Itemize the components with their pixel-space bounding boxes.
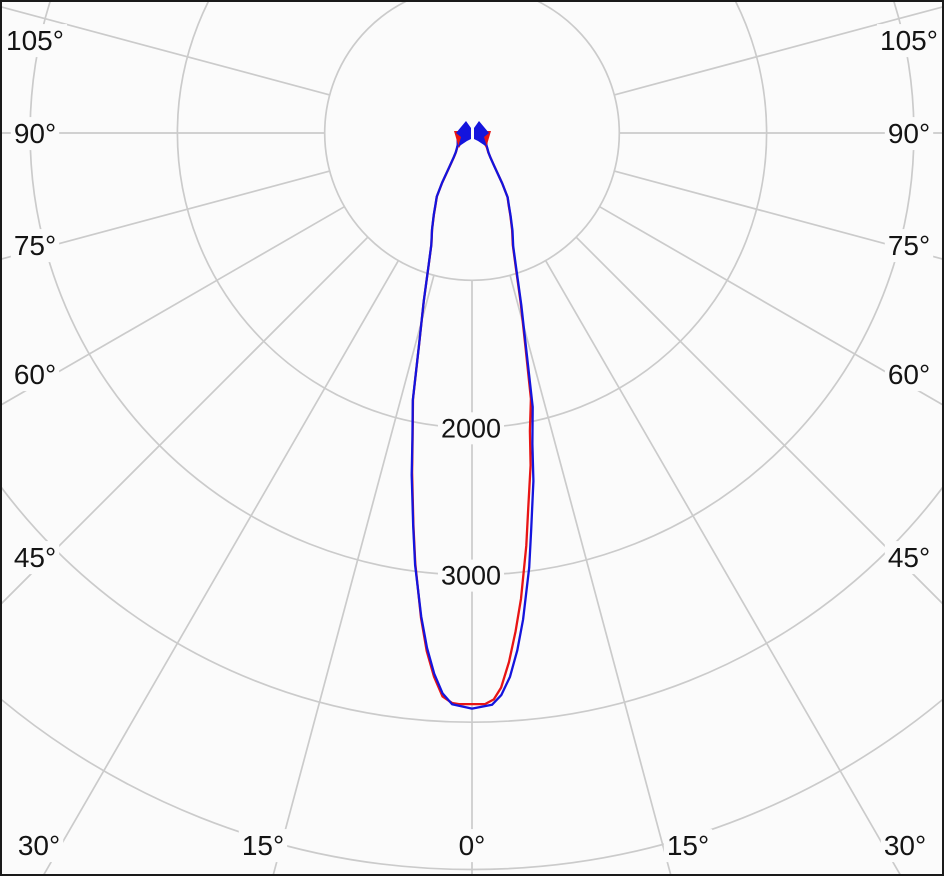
angle-spoke-60 xyxy=(598,205,942,406)
angle-label-bottom-0-halo xyxy=(14,828,63,862)
angle-label-right-90-halo xyxy=(884,116,933,150)
angle-label-right-45: 45° xyxy=(887,542,929,573)
radial-label-3000-halo xyxy=(437,559,504,592)
angle-label-right-75: 75° xyxy=(887,230,929,261)
arrow-marker-right-blue xyxy=(473,120,489,147)
angle-label-left-105-halo xyxy=(2,23,67,57)
angle-label-right-60: 60° xyxy=(887,359,929,390)
angle-label-bottom-4: 30° xyxy=(883,830,925,861)
angle-label-left-75-group: 75° xyxy=(10,228,59,262)
radial-label-2000-halo xyxy=(437,411,504,444)
angle-label-left-90: 90° xyxy=(13,118,55,149)
angle-label-right-90: 90° xyxy=(887,118,929,149)
angle-label-bottom-3-group: 15° xyxy=(663,828,712,862)
angle-spoke--60 xyxy=(2,205,345,405)
angle-label-left-90-halo xyxy=(10,116,59,150)
angle-label-left-45-group: 45° xyxy=(10,540,59,574)
angle-label-bottom-1: 15° xyxy=(241,830,283,861)
angle-spoke-105 xyxy=(613,5,942,96)
radial-label-3000-group: 3000 xyxy=(437,559,504,592)
angle-label-left-45-halo xyxy=(10,540,59,574)
angle-label-right-45-group: 45° xyxy=(884,540,933,574)
angle-label-right-75-halo xyxy=(884,228,933,262)
angle-label-left-60-halo xyxy=(10,357,59,391)
angle-spoke--75 xyxy=(2,169,330,260)
beam-end-markers xyxy=(453,120,491,148)
angle-label-right-45-halo xyxy=(884,540,933,574)
angle-label-right-90-group: 90° xyxy=(884,116,933,150)
angle-label-left-75-halo xyxy=(10,228,59,262)
angle-label-bottom-1-halo xyxy=(238,828,287,862)
angle-label-bottom-0: 30° xyxy=(17,830,59,861)
angle-spoke--30 xyxy=(42,259,399,874)
radial-label-3000: 3000 xyxy=(440,560,500,590)
angle-spoke-45 xyxy=(575,236,942,605)
angle-label-bottom-1-group: 15° xyxy=(238,828,287,862)
angle-label-bottom-2-group: 0° xyxy=(455,828,488,862)
angle-label-left-105: 105° xyxy=(6,25,64,56)
angle-label-right-75-group: 75° xyxy=(884,228,933,262)
arrow-marker-left-blue xyxy=(455,120,471,147)
angle-label-left-105-group: 105° xyxy=(2,23,67,57)
radial-label-2000-group: 2000 xyxy=(437,411,504,444)
angle-label-bottom-4-halo xyxy=(880,828,929,862)
angle-label-bottom-3-halo xyxy=(663,828,712,862)
angle-spoke--105 xyxy=(2,5,330,96)
angle-label-right-60-group: 60° xyxy=(884,357,933,391)
angle-label-bottom-3: 15° xyxy=(666,830,708,861)
angle-spoke--45 xyxy=(2,236,368,604)
angle-label-bottom-4-group: 30° xyxy=(880,828,929,862)
angle-label-bottom-2-halo xyxy=(455,828,488,862)
angle-spoke--15 xyxy=(271,274,435,874)
angle-spoke-75 xyxy=(613,169,942,260)
angle-label-right-105: 105° xyxy=(880,25,938,56)
radial-label-2000: 2000 xyxy=(440,413,500,443)
angle-label-bottom-2: 0° xyxy=(458,830,485,861)
angle-label-left-45: 45° xyxy=(13,542,55,573)
curve-c90-c270 xyxy=(410,132,535,710)
angle-label-left-60: 60° xyxy=(13,359,55,390)
radial-ring-1000 xyxy=(323,2,620,281)
angle-label-left-60-group: 60° xyxy=(10,357,59,391)
angle-label-bottom-0-group: 30° xyxy=(14,828,63,862)
angle-label-right-105-halo xyxy=(876,23,941,57)
angle-spoke-15 xyxy=(508,274,672,874)
angle-label-left-75: 75° xyxy=(13,230,55,261)
angle-spoke-30 xyxy=(544,259,901,874)
angle-label-right-60-halo xyxy=(884,357,933,391)
angle-label-left-90-group: 90° xyxy=(10,116,59,150)
angle-label-right-105-group: 105° xyxy=(876,23,941,57)
